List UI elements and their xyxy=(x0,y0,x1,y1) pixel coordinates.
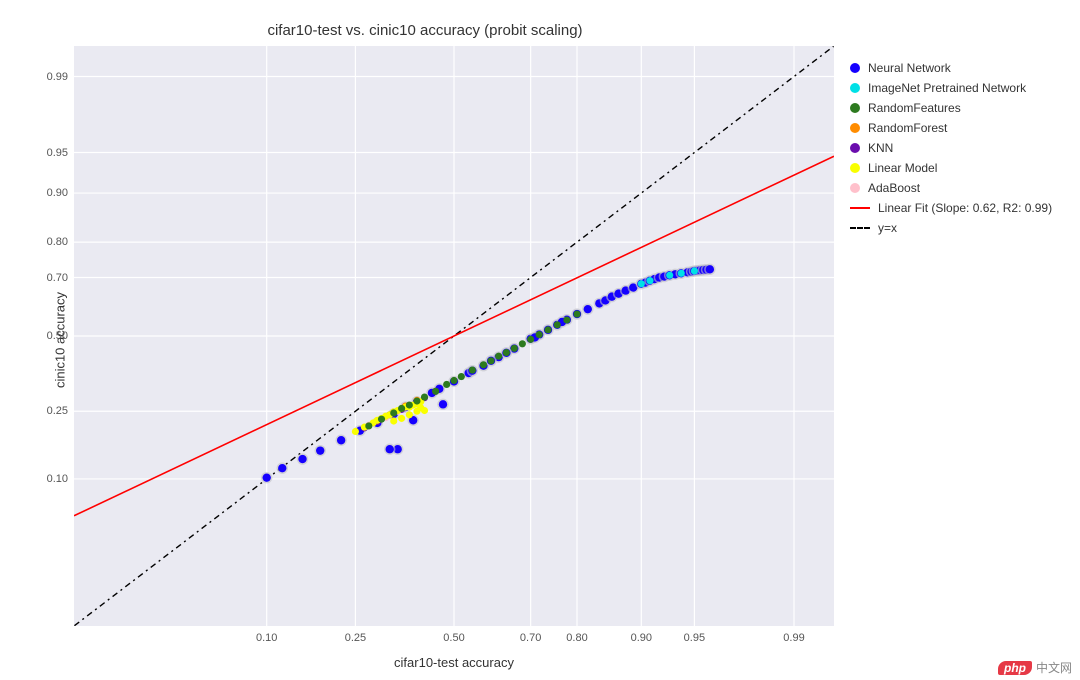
legend-swatch xyxy=(850,163,860,173)
legend-item: y=x xyxy=(850,218,1052,238)
legend-item: RandomForest xyxy=(850,118,1052,138)
legend: Neural Network ImageNet Pretrained Networ… xyxy=(850,58,1052,238)
watermark-text: 中文网 xyxy=(1036,659,1072,676)
x-tick: 0.25 xyxy=(345,632,366,644)
x-tick: 0.90 xyxy=(631,632,652,644)
legend-label: Linear Model xyxy=(868,161,937,175)
x-tick: 0.50 xyxy=(443,632,464,644)
legend-label: y=x xyxy=(878,221,897,235)
legend-swatch xyxy=(850,143,860,153)
legend-item: RandomFeatures xyxy=(850,98,1052,118)
x-tick: 0.99 xyxy=(783,632,804,644)
legend-line xyxy=(850,227,870,229)
legend-item: Linear Fit (Slope: 0.62, R2: 0.99) xyxy=(850,198,1052,218)
x-axis-label: cifar10-test accuracy xyxy=(74,655,834,670)
y-tick: 0.25 xyxy=(28,405,68,417)
legend-item: KNN xyxy=(850,138,1052,158)
y-tick: 0.50 xyxy=(28,330,68,342)
legend-label: RandomFeatures xyxy=(868,101,961,115)
x-tick: 0.95 xyxy=(684,632,705,644)
y-tick: 0.95 xyxy=(28,147,68,159)
x-tick: 0.80 xyxy=(566,632,587,644)
x-tick: 0.70 xyxy=(520,632,541,644)
legend-swatch xyxy=(850,103,860,113)
y-tick: 0.80 xyxy=(28,236,68,248)
legend-item: Neural Network xyxy=(850,58,1052,78)
chart-title: cifar10-test vs. cinic10 accuracy (probi… xyxy=(0,22,850,39)
x-tick: 0.10 xyxy=(256,632,277,644)
legend-label: ImageNet Pretrained Network xyxy=(868,81,1026,95)
legend-label: Neural Network xyxy=(868,61,951,75)
legend-line xyxy=(850,207,870,209)
legend-item: Linear Model xyxy=(850,158,1052,178)
plot-area xyxy=(74,46,834,626)
y-tick: 0.10 xyxy=(28,473,68,485)
legend-swatch xyxy=(850,123,860,133)
legend-item: ImageNet Pretrained Network xyxy=(850,78,1052,98)
legend-label: Linear Fit (Slope: 0.62, R2: 0.99) xyxy=(878,201,1052,215)
legend-label: KNN xyxy=(868,141,893,155)
legend-label: RandomForest xyxy=(868,121,947,135)
legend-swatch xyxy=(850,83,860,93)
y-tick: 0.70 xyxy=(28,272,68,284)
legend-swatch xyxy=(850,63,860,73)
legend-item: AdaBoost xyxy=(850,178,1052,198)
plot-svg xyxy=(74,46,834,626)
watermark: php 中文网 xyxy=(998,659,1072,676)
legend-swatch xyxy=(850,183,860,193)
watermark-logo: php xyxy=(998,661,1032,675)
y-tick: 0.90 xyxy=(28,187,68,199)
legend-label: AdaBoost xyxy=(868,181,920,195)
chart-container: cifar10-test vs. cinic10 accuracy (probi… xyxy=(0,0,1080,680)
y-tick: 0.99 xyxy=(28,71,68,83)
